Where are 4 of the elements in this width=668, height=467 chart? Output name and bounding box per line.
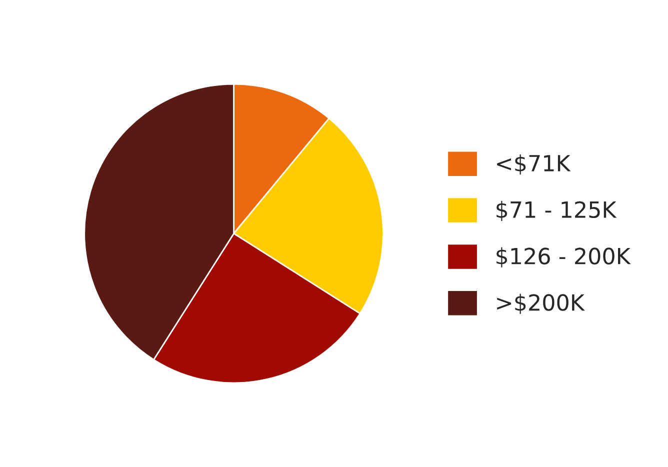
legend-label: <$71K <box>497 154 571 175</box>
legend-label: >$200K <box>497 294 585 314</box>
legend-label: $126 - 200K <box>496 247 631 268</box>
legend-label: $71 - 125K <box>496 200 617 221</box>
